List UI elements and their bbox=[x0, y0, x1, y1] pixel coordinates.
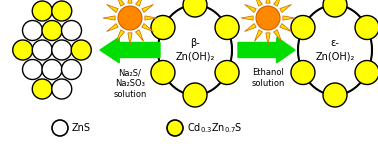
Polygon shape bbox=[107, 5, 118, 12]
Circle shape bbox=[42, 60, 62, 80]
Circle shape bbox=[32, 79, 52, 99]
Circle shape bbox=[52, 79, 72, 99]
Polygon shape bbox=[274, 30, 282, 41]
Circle shape bbox=[183, 0, 207, 17]
Circle shape bbox=[32, 40, 52, 60]
Circle shape bbox=[151, 15, 175, 40]
Polygon shape bbox=[280, 24, 291, 31]
Text: Na₂S/
Na₂SO₃
solution: Na₂S/ Na₂SO₃ solution bbox=[113, 68, 147, 99]
Polygon shape bbox=[283, 16, 295, 20]
Polygon shape bbox=[245, 5, 256, 12]
Circle shape bbox=[151, 61, 175, 85]
Polygon shape bbox=[245, 24, 256, 31]
Circle shape bbox=[62, 60, 82, 80]
Polygon shape bbox=[136, 30, 144, 41]
Circle shape bbox=[355, 15, 378, 40]
Text: ε-
Zn(OH)₂: ε- Zn(OH)₂ bbox=[315, 38, 355, 62]
Circle shape bbox=[52, 40, 72, 60]
Circle shape bbox=[62, 20, 82, 41]
Polygon shape bbox=[254, 0, 262, 6]
Text: Cd$_{0.3}$Zn$_{0.7}$S: Cd$_{0.3}$Zn$_{0.7}$S bbox=[187, 121, 242, 135]
Circle shape bbox=[323, 83, 347, 107]
Text: ZnS: ZnS bbox=[72, 123, 91, 133]
Polygon shape bbox=[266, 0, 270, 3]
Polygon shape bbox=[142, 5, 153, 12]
Circle shape bbox=[215, 61, 239, 85]
Text: Ethanol
solution: Ethanol solution bbox=[251, 68, 285, 88]
Circle shape bbox=[183, 83, 207, 107]
Circle shape bbox=[52, 120, 68, 136]
Polygon shape bbox=[116, 0, 124, 6]
Polygon shape bbox=[266, 33, 270, 45]
Circle shape bbox=[42, 20, 62, 41]
Polygon shape bbox=[254, 30, 262, 41]
Ellipse shape bbox=[158, 5, 232, 95]
Polygon shape bbox=[142, 24, 153, 31]
Circle shape bbox=[52, 1, 72, 21]
FancyArrow shape bbox=[100, 37, 160, 63]
Circle shape bbox=[291, 61, 315, 85]
Circle shape bbox=[167, 120, 183, 136]
Circle shape bbox=[13, 40, 33, 60]
Circle shape bbox=[355, 61, 378, 85]
Circle shape bbox=[215, 15, 239, 40]
Circle shape bbox=[291, 15, 315, 40]
Polygon shape bbox=[241, 16, 253, 20]
Circle shape bbox=[118, 6, 142, 30]
Ellipse shape bbox=[298, 5, 372, 95]
Circle shape bbox=[71, 40, 91, 60]
Polygon shape bbox=[274, 0, 282, 6]
Circle shape bbox=[256, 6, 280, 30]
Circle shape bbox=[23, 60, 42, 80]
Text: β-
Zn(OH)₂: β- Zn(OH)₂ bbox=[175, 38, 215, 62]
FancyArrow shape bbox=[238, 37, 295, 63]
Polygon shape bbox=[116, 30, 124, 41]
Circle shape bbox=[32, 1, 52, 21]
Polygon shape bbox=[128, 33, 132, 45]
Circle shape bbox=[23, 20, 42, 41]
Polygon shape bbox=[128, 0, 132, 3]
Polygon shape bbox=[103, 16, 115, 20]
Polygon shape bbox=[136, 0, 144, 6]
Polygon shape bbox=[145, 16, 157, 20]
Polygon shape bbox=[280, 5, 291, 12]
Circle shape bbox=[323, 0, 347, 17]
Polygon shape bbox=[107, 24, 118, 31]
